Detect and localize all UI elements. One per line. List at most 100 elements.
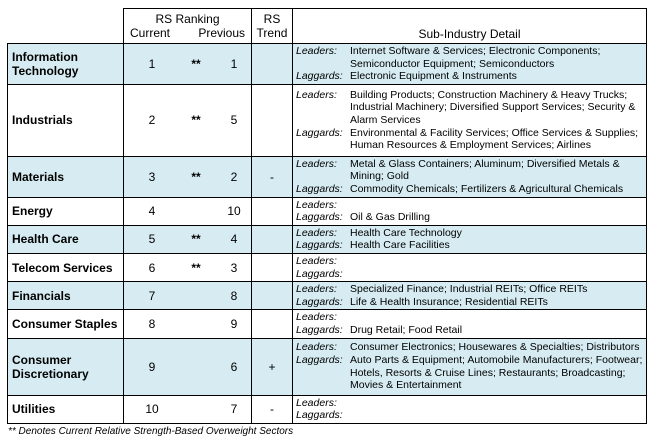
previous-rank: 1	[230, 56, 238, 71]
leaders-value: Internet Software & Services; Electronic…	[350, 45, 601, 70]
laggards-label: Laggards:	[296, 211, 343, 224]
current-header: Current	[130, 26, 171, 40]
previous-rank: 10	[227, 204, 241, 219]
sub-industry-detail: Leaders: Specialized Finance; Industrial …	[292, 281, 647, 311]
rs-trend: +	[251, 337, 293, 396]
table-row: Consumer Discretionary 9 6 + Leaders: Consume…	[7, 337, 647, 396]
table-row: Telecom Services 6 ** 3 Leaders: Laggards:	[7, 252, 647, 283]
leaders-label: Leaders:	[296, 88, 337, 101]
current-rank: 2	[148, 113, 156, 128]
leaders-label: Leaders:	[296, 396, 337, 409]
table-row: Information Technology 1 ** 1 Leaders: Intern…	[7, 43, 647, 85]
leaders-value: Consumer Electronics; Housewares & Speci…	[350, 341, 640, 354]
sector-name: Energy	[7, 196, 124, 226]
sector-name: Financials	[7, 281, 124, 311]
current-rank: 10	[145, 402, 159, 417]
sector-name: Consumer Staples	[7, 309, 124, 339]
previous-rank: 9	[230, 316, 238, 331]
laggards-value	[350, 268, 644, 281]
overweight-marker: **	[191, 169, 201, 184]
table-row: Energy 4 10 Leaders: Laggards: Oil & Gas Dril…	[7, 196, 647, 226]
overweight-marker: **	[191, 232, 201, 247]
table-row: Health Care 5 ** 4 Leaders: Health Care Techn…	[7, 224, 647, 254]
sector-name: Materials	[7, 155, 124, 198]
rs-ranking-header: RS Ranking Current Previous	[123, 8, 252, 44]
rank-cell: 1 ** 1	[123, 43, 252, 85]
sub-industry-detail: Leaders: Laggards:	[292, 252, 647, 283]
leaders-label: Leaders:	[296, 45, 337, 57]
rank-cell: 2 ** 5	[123, 83, 252, 157]
rs-trend	[251, 83, 293, 157]
sub-industry-detail: Leaders: Laggards: Oil & Gas Drilling	[292, 196, 647, 226]
table-row: Consumer Staples 8 9 Leaders: Laggards: Drug …	[7, 309, 647, 339]
laggards-label: Laggards:	[296, 126, 343, 139]
sub-industry-detail: Leaders: Laggards: Drug Retail; Food Retai…	[292, 309, 647, 339]
header-row: RS Ranking Current Previous RS Trend Sub…	[8, 8, 647, 44]
laggards-label: Laggards:	[296, 295, 343, 308]
rs-trend: -	[251, 394, 293, 424]
previous-header: Previous	[198, 26, 245, 40]
sub-industry-detail: Leaders: Laggards:	[292, 394, 647, 424]
rank-cell: 4 10	[123, 196, 252, 226]
sector-name: Telecom Services	[7, 252, 124, 283]
laggards-value: Commodity Chemicals; Fertilizers & Agric…	[350, 182, 624, 195]
rs-trend	[251, 309, 293, 339]
table-row: Financials 7 8 Leaders: Specialized Finance;…	[7, 281, 647, 311]
laggards-value: Drug Retail; Food Retail	[350, 323, 463, 336]
laggards-value: Health Care Facilities	[350, 239, 450, 252]
laggards-label: Laggards:	[296, 182, 343, 195]
laggards-label: Laggards:	[296, 323, 343, 336]
sector-name: Industrials	[7, 83, 124, 157]
laggards-value: Oil & Gas Drilling	[350, 211, 430, 224]
sub-industry-detail: Leaders: Health Care Technology Laggards: H…	[292, 224, 647, 254]
rs-ranking-table: RS Ranking Current Previous RS Trend Sub…	[7, 8, 647, 424]
current-rank: 6	[148, 260, 156, 275]
rs-trend	[251, 252, 293, 283]
leaders-value	[350, 255, 644, 268]
current-rank: 1	[148, 56, 156, 71]
leaders-label: Leaders:	[296, 283, 337, 296]
sub-industry-detail: Leaders: Consumer Electronics; Housewares…	[292, 337, 647, 396]
rank-cell: 5 ** 4	[123, 224, 252, 254]
rs-trend	[251, 43, 293, 85]
laggards-value: Environmental & Facility Services; Offic…	[350, 126, 639, 152]
sector-name: Information Technology	[7, 43, 124, 85]
sub-industry-detail: Leaders: Metal & Glass Containers; Alumin…	[292, 155, 647, 198]
sub-industry-detail: Leaders: Internet Software & Services; El…	[292, 43, 647, 85]
rs-trend	[251, 281, 293, 311]
sector-name: Utilities	[7, 394, 124, 424]
previous-rank: 4	[230, 232, 238, 247]
table-row: Utilities 10 7- Leaders: Laggards:	[7, 394, 647, 424]
leaders-value: Specialized Finance; Industrial REITs; O…	[350, 283, 588, 296]
laggards-value: Electronic Equipment & Instruments	[350, 70, 517, 83]
previous-rank: 6	[230, 359, 238, 374]
leaders-label: Leaders:	[296, 254, 337, 267]
leaders-label: Leaders:	[296, 226, 337, 239]
leaders-label: Leaders:	[296, 198, 337, 211]
overweight-marker: **	[191, 56, 201, 71]
current-rank: 5	[148, 232, 156, 247]
laggards-value	[350, 409, 644, 422]
leaders-label: Leaders:	[296, 341, 337, 354]
current-rank: 7	[148, 288, 156, 303]
leaders-label: Leaders:	[296, 157, 337, 170]
rank-cell: 6 ** 3	[123, 252, 252, 283]
previous-rank: 5	[230, 113, 238, 128]
overweight-marker: **	[191, 113, 201, 128]
current-rank: 4	[148, 204, 156, 219]
table-row: Materials 3 ** 2- Leaders: Metal & Glass Cont…	[7, 155, 647, 198]
rs-trend-header: RS Trend	[251, 8, 293, 44]
previous-rank: 8	[230, 288, 238, 303]
rs-trend: -	[251, 155, 293, 198]
leaders-value	[350, 199, 644, 212]
leaders-value	[350, 397, 644, 410]
sector-name: Consumer Discretionary	[7, 337, 124, 396]
current-rank: 9	[148, 359, 156, 374]
laggards-label: Laggards:	[296, 409, 343, 422]
previous-rank: 7	[230, 402, 238, 417]
laggards-label: Laggards:	[296, 239, 343, 252]
footnote: ** Denotes Current Relative Strength-Bas…	[8, 426, 294, 437]
